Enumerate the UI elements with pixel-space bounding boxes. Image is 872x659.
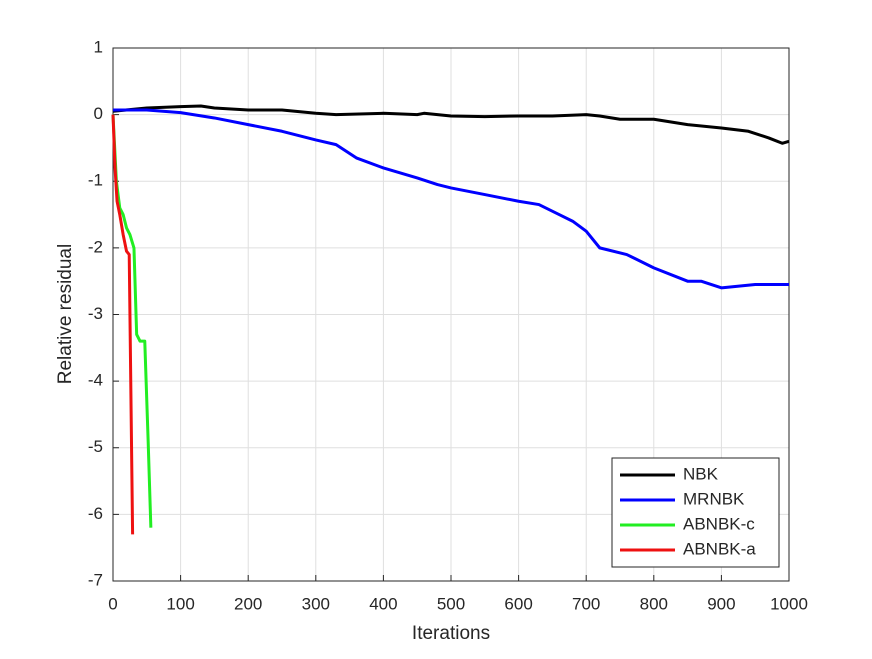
plot-frame xyxy=(112,47,790,582)
legend-label: NBK xyxy=(683,464,719,483)
x-tick-label: 300 xyxy=(302,594,330,613)
line xyxy=(111,114,153,528)
x-tick-label: 500 xyxy=(437,594,465,613)
legend-label: ABNBK-a xyxy=(683,539,756,558)
y-tick-label: -2 xyxy=(88,237,103,256)
y-tick-label: -3 xyxy=(88,304,103,323)
legend-label: ABNBK-c xyxy=(683,514,755,533)
y-tick-label: -4 xyxy=(88,371,103,390)
x-tick-label: 0 xyxy=(108,594,117,613)
y-tick-label: -1 xyxy=(88,171,103,190)
line xyxy=(113,108,789,290)
x-tick-label: 100 xyxy=(166,594,194,613)
x-axis-label: Iterations xyxy=(412,623,490,644)
x-tick-label: 200 xyxy=(234,594,262,613)
y-axis-label: Relative residual xyxy=(55,244,76,384)
y-tick-label: 1 xyxy=(94,37,103,56)
y-tick-label: -7 xyxy=(88,570,103,589)
line xyxy=(111,114,135,535)
x-tick-label: 800 xyxy=(640,594,668,613)
y-tick-label: 0 xyxy=(94,104,103,123)
y-tick-label: -5 xyxy=(88,437,103,456)
x-tick-label: 900 xyxy=(707,594,735,613)
x-tick-label: 1000 xyxy=(770,594,808,613)
x-tick-label: 700 xyxy=(572,594,600,613)
x-tick-label: 400 xyxy=(369,594,397,613)
y-tick-label: -6 xyxy=(88,504,103,523)
x-tick-label: 600 xyxy=(504,594,532,613)
legend-label: MRNBK xyxy=(683,489,745,508)
line xyxy=(112,104,790,145)
